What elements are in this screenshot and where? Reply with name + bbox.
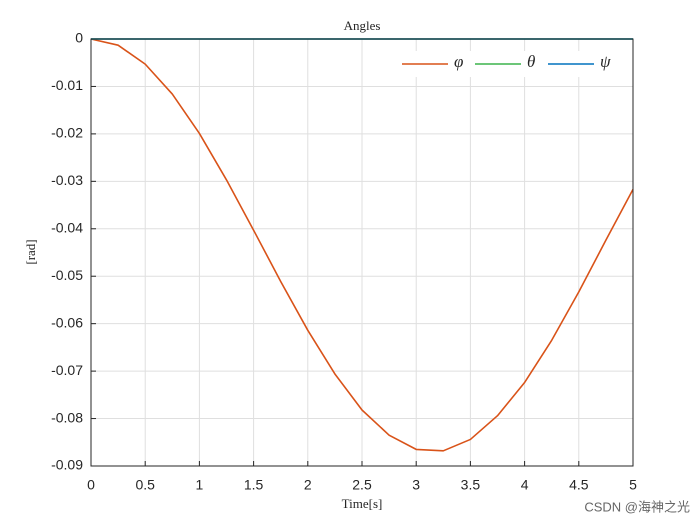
x-tick-label: 4 [521,477,529,493]
series-line [90,38,634,452]
y-tick-label: -0.01 [51,77,83,93]
legend-label: φ [454,52,463,71]
x-axis-label: Time[s] [342,496,383,511]
y-tick-label: -0.09 [51,457,83,473]
y-tick-label: 0 [75,30,83,46]
y-tick-label: -0.06 [51,314,83,330]
x-tick-label: 0 [87,477,95,493]
x-tick-label: 3.5 [461,477,481,493]
y-tick-label: -0.05 [51,267,83,283]
axes-box [90,38,634,467]
x-tick-label: 1 [196,477,204,493]
x-tick-label: 1.5 [244,477,264,493]
y-tick-label: -0.04 [51,219,83,235]
y-tick-label: -0.02 [51,125,83,141]
y-axis-label: [rad] [23,239,38,264]
x-tick-label: 0.5 [135,477,155,493]
chart-title: Angles [344,18,381,33]
y-tick-label: -0.08 [51,409,83,425]
x-tick-label: 2 [304,477,312,493]
y-tick-label: -0.07 [51,362,83,378]
x-tick-label: 5 [629,477,637,493]
legend-label: θ [527,52,535,71]
watermark: CSDN @海神之光 [584,499,690,514]
y-tick-label: -0.03 [51,172,83,188]
x-tick-label: 3 [412,477,420,493]
x-tick-label: 4.5 [569,477,589,493]
x-tick-label: 2.5 [352,477,372,493]
legend-label: ψ [600,52,611,71]
